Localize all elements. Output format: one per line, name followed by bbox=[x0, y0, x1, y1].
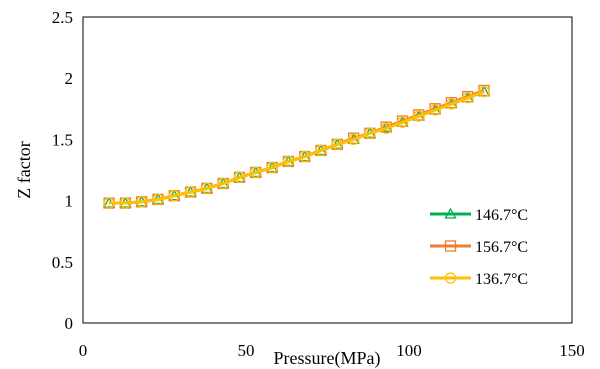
data-point-circle bbox=[233, 171, 246, 183]
x-tick-label: 0 bbox=[79, 341, 88, 360]
tick-labels: 0 50 100 150 0 0.5 1 1.5 2 2.5 bbox=[52, 8, 585, 360]
legend-label: 136.7°C bbox=[475, 271, 528, 288]
data-point-circle bbox=[380, 122, 392, 135]
x-tick-label: 100 bbox=[396, 341, 422, 360]
y-tick-label: 2.5 bbox=[52, 8, 73, 27]
x-tick-label: 150 bbox=[559, 341, 585, 360]
data-point-circle bbox=[429, 104, 441, 116]
plot-area bbox=[82, 16, 573, 324]
data-point-circle bbox=[299, 150, 311, 163]
data-point-circle bbox=[315, 144, 327, 157]
data-marks bbox=[102, 84, 491, 209]
data-point-circle bbox=[119, 197, 132, 209]
y-tick-label: 0.5 bbox=[52, 253, 73, 272]
data-point-circle bbox=[445, 98, 458, 110]
x-axis-title: Pressure(MPa) bbox=[274, 348, 381, 369]
data-point-circle bbox=[462, 92, 474, 104]
data-point-circle bbox=[282, 155, 295, 168]
legend-entry-triangle: 146.7°C bbox=[430, 207, 528, 224]
y-axis-title: Z factor bbox=[14, 141, 34, 198]
data-point-circle bbox=[184, 186, 197, 198]
legend-entry-circle: 136.7°C bbox=[430, 271, 528, 288]
legend-label: 146.7°C bbox=[475, 207, 528, 224]
legend-marker bbox=[444, 272, 457, 284]
legend: 146.7°C 156.7°C 136.7°C bbox=[430, 207, 528, 288]
data-point-circle bbox=[103, 197, 115, 209]
data-point-circle bbox=[396, 116, 409, 128]
y-tick-label: 0 bbox=[65, 314, 74, 333]
data-point-circle bbox=[152, 193, 164, 206]
legend-marker bbox=[444, 207, 457, 219]
data-point-circle bbox=[364, 127, 376, 139]
data-point-circle bbox=[347, 133, 360, 146]
data-point-circle bbox=[250, 166, 262, 179]
data-point-circle bbox=[413, 110, 425, 122]
legend-entry-square: 156.7°C bbox=[430, 239, 528, 256]
x-tick-label: 50 bbox=[238, 341, 255, 360]
data-point-circle bbox=[201, 182, 213, 195]
data-point-circle bbox=[266, 161, 278, 174]
y-tick-label: 1.5 bbox=[52, 130, 73, 149]
data-point-circle bbox=[217, 177, 229, 190]
y-tick-label: 2 bbox=[65, 69, 74, 88]
data-point-circle bbox=[136, 196, 148, 208]
data-point-circle bbox=[168, 190, 180, 202]
series-line-circle bbox=[109, 90, 485, 205]
data-point-circle bbox=[478, 86, 490, 98]
legend-marker bbox=[444, 240, 457, 252]
y-tick-label: 1 bbox=[65, 192, 74, 211]
data-point-circle bbox=[331, 138, 343, 150]
legend-label: 156.7°C bbox=[475, 239, 528, 256]
